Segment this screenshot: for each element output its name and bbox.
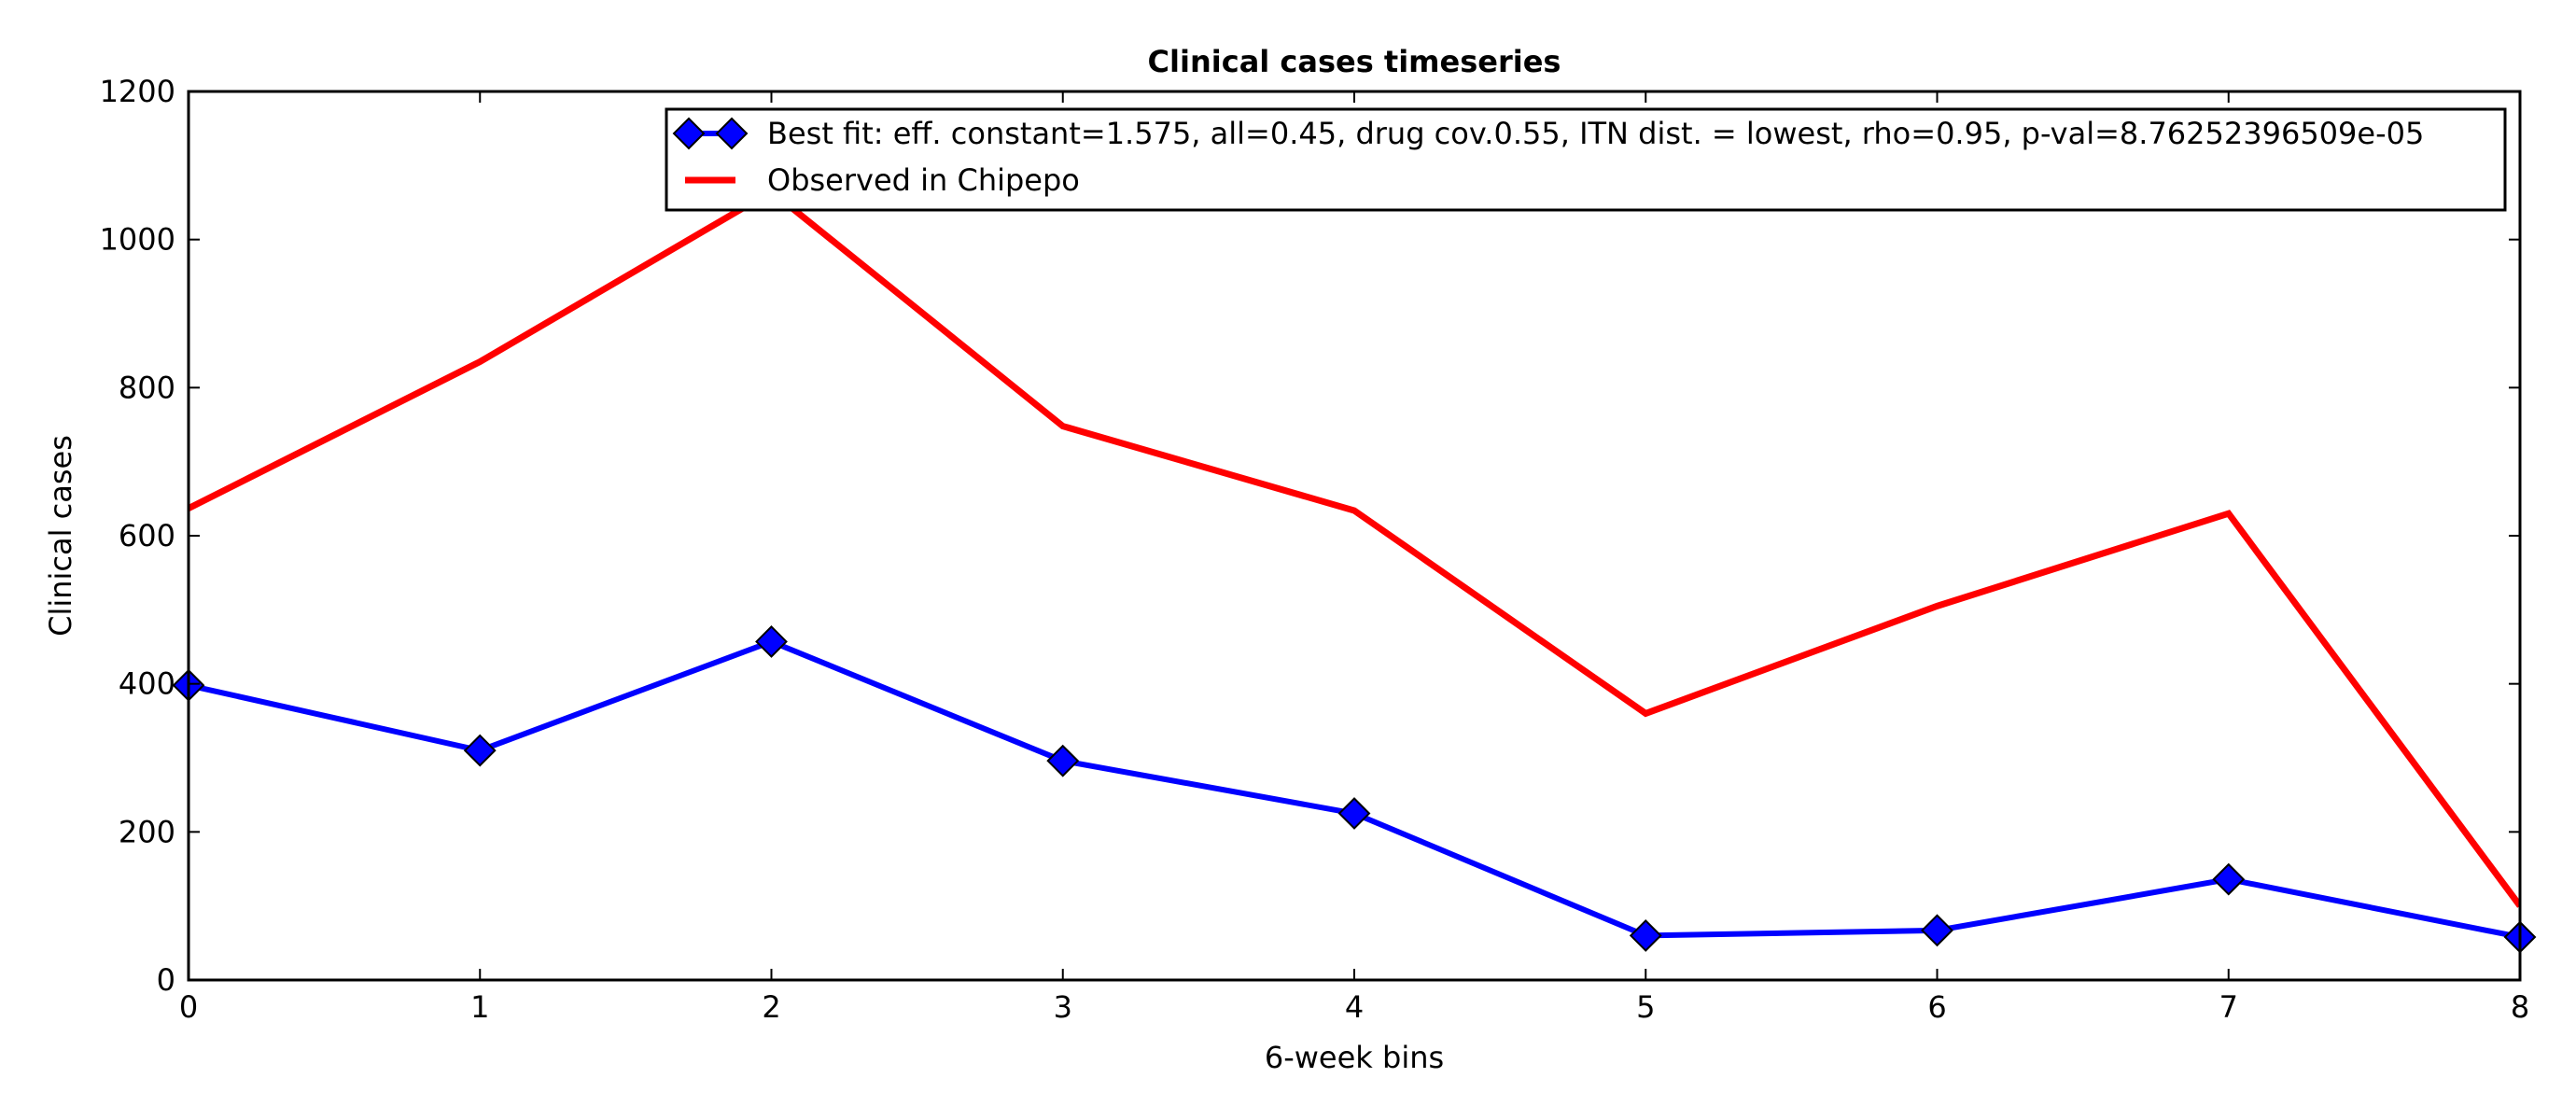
legend-box (665, 107, 2507, 212)
x-tick-label: 2 (762, 989, 780, 1025)
legend-entry-best-fit: Best fit: eff. constant=1.575, all=0.45,… (672, 116, 2424, 151)
x-tick-label: 0 (179, 989, 198, 1025)
series-line-best-fit (189, 638, 2520, 940)
x-tick-label: 8 (2511, 989, 2529, 1025)
x-tick-label: 7 (2219, 989, 2238, 1025)
plot-frame (187, 90, 2522, 982)
legend: Best fit: eff. constant=1.575, all=0.45,… (665, 107, 2507, 212)
y-tick-label: 600 (119, 518, 175, 553)
data-point-best-fit (755, 625, 788, 658)
data-point-best-fit (2212, 862, 2246, 896)
y-tick-label: 800 (119, 370, 175, 405)
legend-marker-diamond (715, 117, 749, 150)
data-point-best-fit (1337, 797, 1371, 830)
plot-area: 0 1 2 3 4 5 6 7 8 0 200 400 600 800 1000 1200 (100, 74, 2537, 1025)
chart-title: Clinical cases timeseries (1148, 44, 1561, 79)
data-point-best-fit (1046, 744, 1080, 777)
legend-label-observed: Observed in Chipepo (767, 162, 1080, 198)
x-tick-label: 5 (1636, 989, 1655, 1025)
y-tick-label: 1200 (100, 74, 175, 109)
data-point-best-fit (1921, 914, 1953, 947)
data-point-best-fit (1629, 918, 1662, 952)
y-tick-label: 200 (119, 814, 175, 849)
y-tick-label: 0 (157, 962, 175, 998)
y-tick-label: 400 (119, 666, 175, 702)
data-point-best-fit (463, 734, 497, 767)
x-tick-label: 3 (1054, 989, 1072, 1025)
y-tick-label: 1000 (100, 222, 175, 258)
legend-entry-observed: Observed in Chipepo (685, 162, 1080, 198)
series-line-observed (189, 187, 2520, 908)
legend-marker-diamond (672, 117, 706, 150)
legend-label-best-fit: Best fit: eff. constant=1.575, all=0.45,… (767, 116, 2424, 151)
x-axis-label: 6-week bins (1265, 1040, 1444, 1075)
x-tick-label: 6 (1927, 989, 1946, 1025)
y-axis-label: Clinical cases (43, 435, 78, 637)
x-tick-label: 4 (1345, 989, 1364, 1025)
x-tick-label: 1 (470, 989, 489, 1025)
